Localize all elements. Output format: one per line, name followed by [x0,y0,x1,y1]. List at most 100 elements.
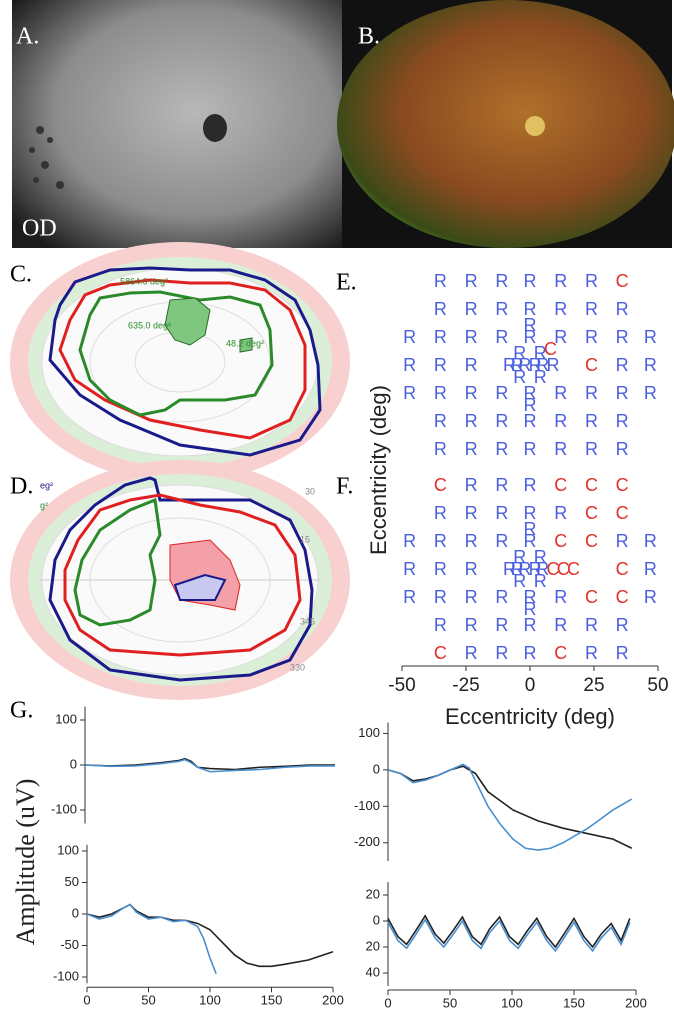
point-letter: R [585,327,598,347]
x-tick-label: 50 [141,993,155,1008]
point-letter: R [554,411,567,431]
x-tick-label: 50 [647,675,668,696]
point-letter: R [403,383,416,403]
point-letter: R [495,439,508,459]
point-letter: R [434,503,447,523]
pigment-spots [29,126,64,189]
scale-label: 345 [300,616,315,626]
point-letter: R [524,411,537,431]
point-letter: R [585,615,598,635]
isopter-green [78,290,274,417]
point-letter: R [644,559,657,579]
x-tick-label: 100 [199,993,221,1008]
point-letter: R [495,503,508,523]
point-letter: R [524,599,537,619]
y-tick-label: 100 [57,842,79,857]
point-letter: R [524,271,537,291]
point-letter: R [585,299,598,319]
point-letter: R [524,327,537,347]
point-letter: R [513,547,526,567]
point-letter: R [616,615,629,635]
point-letter: R [511,559,524,579]
point-letter: R [495,271,508,291]
point-letter: R [495,643,508,663]
point-letter: R [465,271,478,291]
point-letter: R [529,355,542,375]
point-letter: R [616,383,629,403]
x-tick-label: 200 [322,993,344,1008]
panel-label: D. [10,474,33,500]
point-letter: R [616,643,629,663]
point-letter: R [524,587,537,607]
optic-disc [525,116,545,136]
point-letter: R [465,503,478,523]
scale-label: 330 [290,662,305,672]
point-letter: R [434,383,447,403]
point-letter: R [554,615,567,635]
point-letter: R [554,503,567,523]
point-letter: C [616,587,629,607]
legend-text: g² [40,500,48,510]
point-letter: R [434,411,447,431]
point-letter: C [585,503,598,523]
scotoma [239,337,253,353]
point-letter: R [495,531,508,551]
x-tick-label: -50 [388,675,415,696]
point-letter: R [434,355,447,375]
point-letter: R [503,355,516,375]
point-letter: R [465,587,478,607]
point-letter: R [495,327,508,347]
point-letter: R [465,411,478,431]
point-letter: R [465,615,478,635]
y-tick-label: 40 [366,964,380,979]
legend-text: eg² [40,480,53,490]
point-letter: R [585,271,598,291]
point-letter: R [495,299,508,319]
point-letter: R [547,355,560,375]
y-tick-label: 100 [358,725,380,740]
y-tick-label: 20 [366,886,380,901]
point-letter: R [513,571,526,591]
scale-label: 30 [305,486,315,496]
point-letter: R [513,343,526,363]
x-tick-label: 150 [563,995,585,1010]
point-letter: R [465,327,478,347]
x-axis-label: Eccentricity (deg) [445,704,615,729]
point-letter: R [524,643,537,663]
point-letter: C [554,531,567,551]
point-letter: R [536,559,549,579]
point-letter: R [403,327,416,347]
panel-c: 5864.6 deg² 635.0 deg² 48.2 deg² C. [10,242,350,482]
point-letter: R [534,547,547,567]
point-letter: R [554,299,567,319]
point-letter: C [585,531,598,551]
trace [84,758,335,773]
y-tick-label: -100 [51,801,77,816]
point-letter: R [616,299,629,319]
panel-b: B. [337,0,674,248]
point-letter: R [585,411,598,431]
point-letter: R [524,439,537,459]
isopter-green [73,497,162,627]
x-tick-label: -25 [452,675,479,696]
point-letter: C [616,559,629,579]
trace [387,765,633,849]
point-letter: C [585,355,598,375]
point-letter: R [644,531,657,551]
panel-label: G. [10,698,33,724]
y-tick-label: -100 [354,798,380,813]
trace [387,914,631,949]
point-letter: R [536,355,549,375]
point-letter: R [403,531,416,551]
area-label: 5864.6 deg² [120,276,168,286]
point-letter: R [524,615,537,635]
point-letter: C [616,271,629,291]
y-tick-label: 20 [366,938,380,953]
point-letter: R [554,587,567,607]
point-letter: R [465,559,478,579]
y-tick-label: 0 [70,756,77,771]
x-tick-label: 100 [501,995,523,1010]
point-letter: R [524,383,537,403]
y-tick-label: 50 [65,874,79,889]
point-letter: R [434,439,447,459]
